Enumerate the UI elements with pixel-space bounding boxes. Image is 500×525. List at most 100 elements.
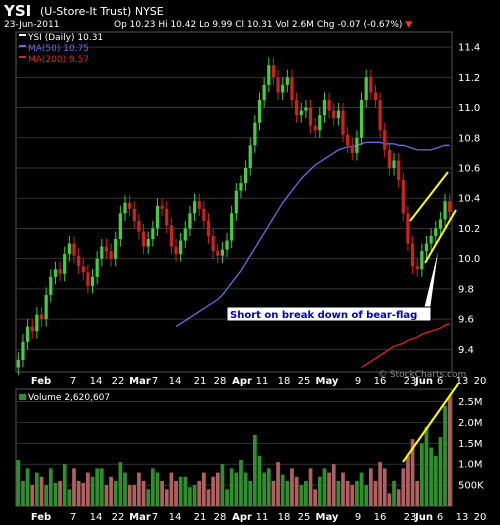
candle-body xyxy=(387,149,392,168)
volume-bar xyxy=(178,476,183,506)
candle-body xyxy=(160,205,164,209)
low-value: Lo 9.99 xyxy=(199,20,233,30)
volume-trend-line xyxy=(402,383,459,463)
volume-bar xyxy=(290,468,294,506)
volume-xtick-label: 14 xyxy=(169,512,182,523)
volume-bar xyxy=(197,480,202,506)
price-tick-label: 9.4 xyxy=(458,345,474,356)
volume-bar xyxy=(234,472,239,506)
price-xtick-label: 9 xyxy=(355,376,361,387)
volume-bar xyxy=(253,434,257,506)
volume-bar xyxy=(285,480,290,506)
candle-body xyxy=(225,240,229,250)
volume-panel: 500K 1.0M 1.5M 2.0M 2.5M Volume 2,620,607 Feb 7… xyxy=(15,383,486,523)
candle-body xyxy=(341,110,345,135)
candle-body xyxy=(132,208,136,221)
volume-bar xyxy=(220,464,225,506)
volume-xtick-label: 11 xyxy=(256,512,269,523)
price-panel: 9.4 9.6 9.8 10.0 10.2 10.4 10.6 10.8 11.0 11.2 11.… xyxy=(15,31,487,387)
candle-body xyxy=(30,326,34,332)
candle-body xyxy=(346,134,350,146)
flag-lower-line xyxy=(424,209,457,264)
candle-body xyxy=(76,255,81,267)
candle-body xyxy=(21,341,25,360)
candle-body xyxy=(285,77,289,85)
volume-legend-label: Volume 2,620,607 xyxy=(28,393,110,403)
candle-body xyxy=(290,77,294,100)
volume-bar xyxy=(206,489,211,506)
price-xtick-label: 6 xyxy=(437,376,443,387)
candle-body xyxy=(155,205,160,229)
candle-body xyxy=(146,239,150,247)
candle-body xyxy=(141,231,146,247)
candle-body xyxy=(410,243,415,267)
volume-xtick-label: 25 xyxy=(298,512,311,523)
price-tick-label: 10.8 xyxy=(458,133,480,144)
ma50-line xyxy=(175,141,450,328)
volume-tick-label: 2.0M xyxy=(458,418,483,429)
volume-bar xyxy=(396,489,401,506)
volume-bar xyxy=(25,468,30,506)
open-value: Op 10.23 xyxy=(114,20,156,30)
company-and-exchange: (U-Store-It Trust) NYSE xyxy=(40,5,164,18)
volume-bar xyxy=(438,437,443,506)
candle-body xyxy=(63,254,67,274)
candle-body xyxy=(327,100,331,111)
price-xtick-label: 13 xyxy=(456,376,469,387)
candle-body xyxy=(151,228,155,240)
candle-body xyxy=(434,228,438,236)
candle-body xyxy=(114,239,118,259)
volume-value: Vol 2.6M xyxy=(275,20,314,30)
volume-bar xyxy=(44,485,49,506)
candle-body xyxy=(239,183,243,191)
price-tick-label: 10.6 xyxy=(458,164,480,175)
volume-tick-label: 2.5M xyxy=(458,397,483,408)
flag-upper-line xyxy=(409,171,449,222)
price-xtick-label: 7 xyxy=(152,376,158,387)
price-xtick-label: 25 xyxy=(298,376,311,387)
volume-bar xyxy=(72,468,76,506)
volume-xtick-label: Mar xyxy=(129,512,151,523)
volume-bar xyxy=(113,480,118,506)
price-xtick-label: Jun xyxy=(414,376,433,387)
volume-tick-label: 1.5M xyxy=(458,439,483,450)
volume-bar xyxy=(183,476,188,506)
volume-bar xyxy=(271,480,276,506)
volume-bar xyxy=(415,480,420,506)
candle-body xyxy=(179,240,183,255)
volume-xtick-label: May xyxy=(316,512,339,523)
legend-swatch xyxy=(19,56,26,58)
volume-bar xyxy=(215,472,220,506)
candle-body xyxy=(313,125,317,131)
volume-bar xyxy=(345,480,350,506)
candle-body xyxy=(165,208,169,226)
candle-body xyxy=(243,168,248,184)
volume-xtick-label: 28 xyxy=(214,512,227,523)
price-xtick-label: 7 xyxy=(70,376,76,387)
volume-bar xyxy=(373,480,378,506)
candle-body xyxy=(281,84,285,93)
candle-body xyxy=(216,251,220,256)
candle-body xyxy=(299,110,303,116)
price-tick-label: 11.0 xyxy=(458,103,480,114)
price-xtick-label: 14 xyxy=(169,376,182,387)
volume-bar xyxy=(299,485,304,506)
candle-body xyxy=(206,220,211,236)
candle-body xyxy=(294,100,299,116)
price-xtick-label: 18 xyxy=(278,376,291,387)
volume-bar xyxy=(95,468,100,506)
candle-body xyxy=(188,213,192,229)
legend-label: MA(50) 10.75 xyxy=(28,44,89,54)
volume-bar xyxy=(266,468,271,506)
candle-body xyxy=(35,314,39,332)
volume-bar xyxy=(359,472,364,506)
price-xtick-label: 20 xyxy=(474,376,487,387)
volume-bar xyxy=(188,487,192,506)
volume-bar xyxy=(81,483,86,506)
volume-bar xyxy=(294,476,299,506)
price-xtick-label: Mar xyxy=(129,376,151,387)
candle-body xyxy=(304,107,308,111)
candle-body xyxy=(174,246,178,255)
candle-body xyxy=(39,314,44,320)
